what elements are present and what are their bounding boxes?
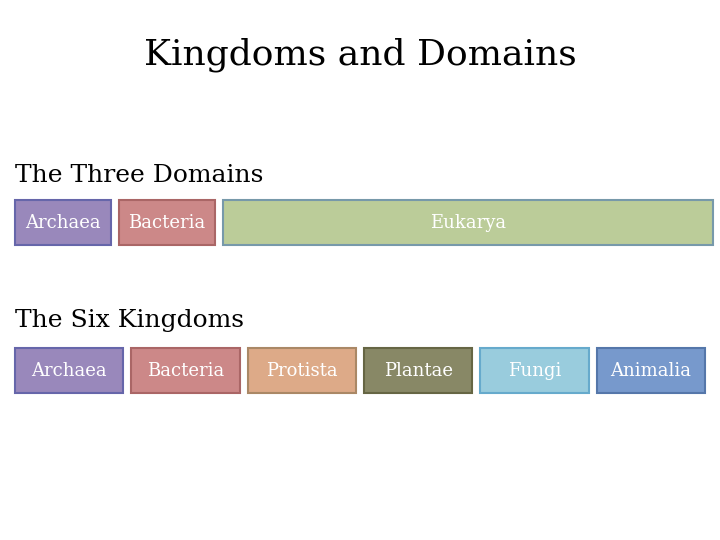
Text: Eukarya: Eukarya: [430, 213, 506, 232]
Text: Protista: Protista: [266, 361, 338, 380]
Bar: [223, 200, 713, 245]
Text: The Three Domains: The Three Domains: [15, 164, 264, 186]
Text: Fungi: Fungi: [508, 361, 561, 380]
Text: Animalia: Animalia: [611, 361, 691, 380]
Text: Archaea: Archaea: [32, 361, 107, 380]
Bar: [597, 348, 705, 393]
Text: The Six Kingdoms: The Six Kingdoms: [15, 308, 244, 332]
Bar: [248, 348, 356, 393]
Bar: [480, 348, 589, 393]
Bar: [131, 348, 240, 393]
Text: Kingdoms and Domains: Kingdoms and Domains: [143, 38, 577, 72]
Text: Bacteria: Bacteria: [147, 361, 224, 380]
Text: Plantae: Plantae: [384, 361, 453, 380]
Bar: [364, 348, 472, 393]
Bar: [15, 200, 111, 245]
Bar: [15, 348, 123, 393]
Bar: [119, 200, 215, 245]
Text: Bacteria: Bacteria: [128, 213, 206, 232]
Text: Archaea: Archaea: [25, 213, 101, 232]
